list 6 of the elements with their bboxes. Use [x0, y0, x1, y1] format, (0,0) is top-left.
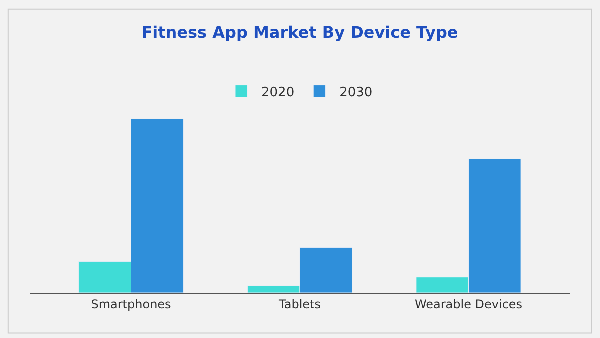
- x-tick-label: Wearable Devices: [414, 297, 523, 312]
- x-tick-label: Tablets: [278, 297, 321, 312]
- legend-label: 2020: [262, 85, 295, 100]
- legend-label: 2030: [340, 85, 373, 100]
- x-tick-label: Smartphones: [91, 297, 172, 312]
- chart-title: Fitness App Market By Device Type: [142, 23, 458, 42]
